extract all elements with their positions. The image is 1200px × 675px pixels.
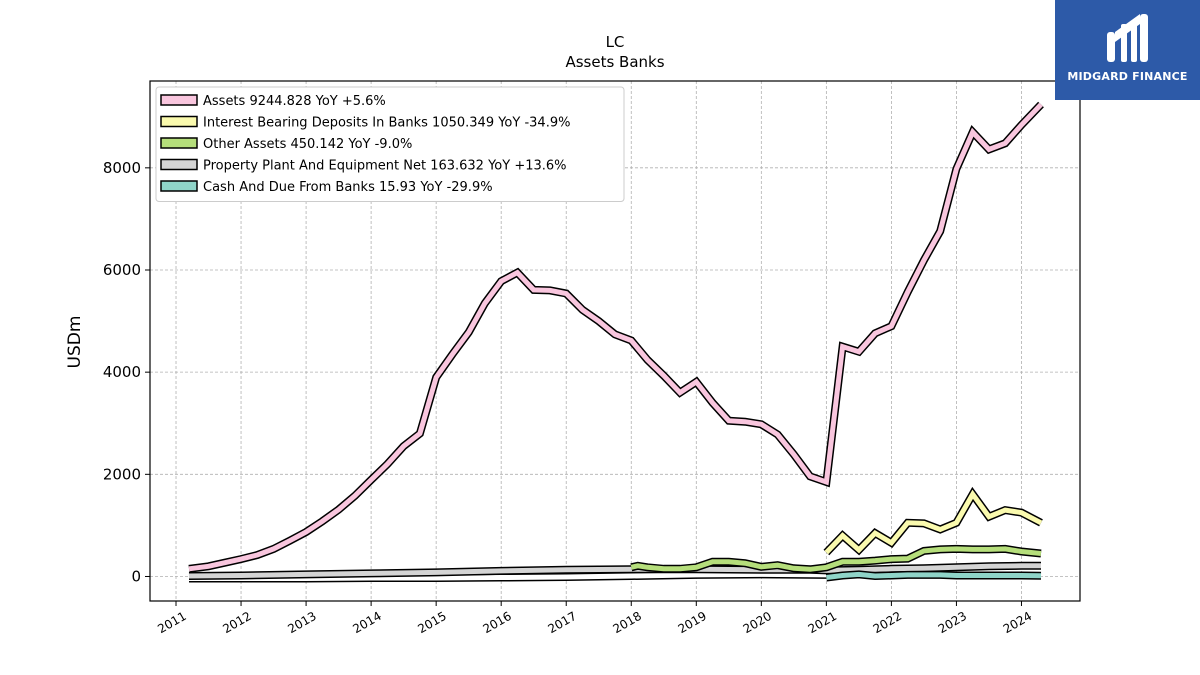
legend-box: [155, 86, 625, 202]
midgard-finance-logo: MIDGARD FINANCE: [1055, 0, 1200, 100]
midgard-logo-icon: [1107, 14, 1148, 62]
x-axis-ticks: 2011 2012 2013 2014 2015 2016 2017 2018 2019 2020…: [155, 601, 1034, 636]
x-tick-label: 2021: [806, 609, 839, 636]
legend-swatch: [160, 158, 198, 171]
legend-swatch: [160, 94, 198, 106]
x-tick-label: 2024: [1001, 609, 1034, 636]
legend-label: Cash And Due From Banks 15.93 YoY -29.9%: [203, 180, 493, 195]
chart-subtitle: Assets Banks: [565, 53, 664, 71]
x-tick-label: 2013: [285, 609, 318, 636]
y-tick-label: 8000: [103, 159, 141, 177]
x-tick-label: 2020: [741, 609, 774, 636]
x-tick-label: 2014: [350, 609, 383, 636]
legend-swatch: [160, 115, 198, 128]
y-tick-label: 0: [131, 567, 141, 585]
series-layer: [188, 101, 1044, 583]
x-tick-label: 2017: [545, 609, 578, 636]
y-tick-label: 6000: [103, 261, 141, 279]
legend-label: Other Assets 450.142 YoY -9.0%: [203, 137, 412, 152]
legend-label: Interest Bearing Deposits In Banks 1050.…: [203, 116, 570, 131]
y-tick-label: 4000: [103, 363, 141, 381]
x-tick-label: 2012: [220, 609, 253, 636]
x-tick-label: 2015: [415, 609, 448, 636]
interest-bearing-deposits-in-banks-line: [824, 489, 1043, 555]
legend-label: Property Plant And Equipment Net 163.632…: [203, 159, 567, 174]
x-tick-label: 2023: [936, 609, 969, 636]
legend-label: Assets 9244.828 YoY +5.6%: [203, 94, 386, 109]
x-tick-label: 2011: [155, 609, 188, 636]
y-axis-ticks: 0 2000 4000 6000 8000: [103, 159, 150, 585]
y-tick-label: 2000: [103, 465, 141, 483]
y-axis-label: USDm: [65, 316, 85, 369]
x-tick-label: 2019: [676, 609, 709, 636]
x-tick-label: 2018: [611, 609, 644, 636]
chart-title: LC: [606, 33, 625, 51]
x-tick-label: 2022: [871, 609, 904, 636]
legend-swatch: [160, 137, 198, 149]
legend: Assets 9244.828 YoY +5.6% Interest Bearin…: [155, 86, 625, 202]
assets-line: [188, 102, 1043, 572]
cash-and-due-from-banks-line: [826, 571, 1042, 580]
other-assets-line: [630, 546, 1042, 572]
x-tick-label: 2016: [480, 609, 513, 636]
logo-text: MIDGARD FINANCE: [1067, 70, 1188, 83]
legend-swatch: [160, 180, 198, 192]
plot-frame: [149, 80, 1081, 602]
